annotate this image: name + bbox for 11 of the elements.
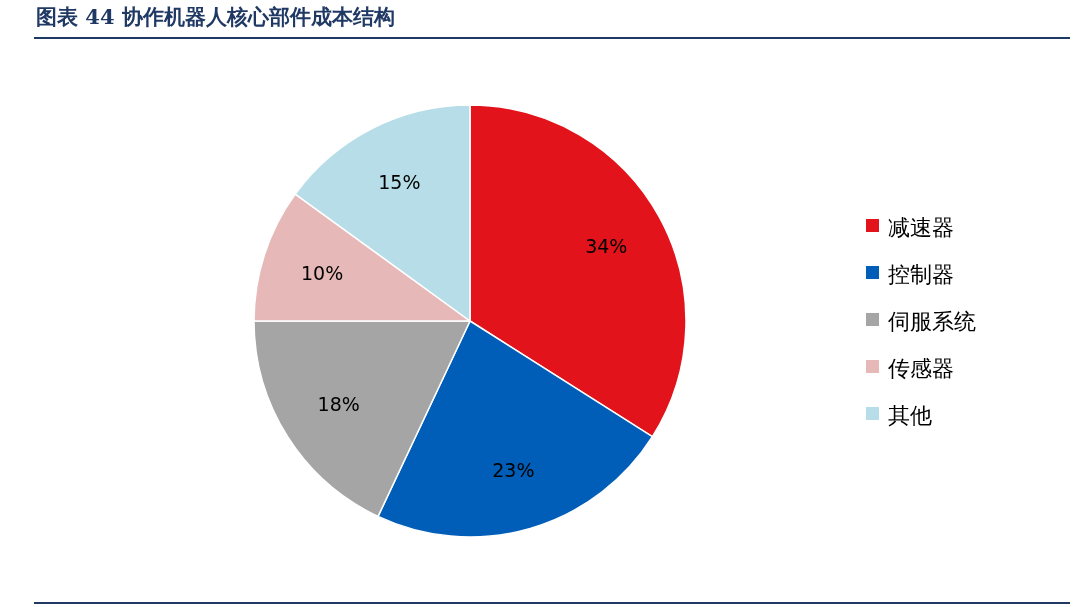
legend-label: 控制器 <box>888 262 954 287</box>
legend-label: 其他 <box>888 403 932 428</box>
data-label: 10% <box>300 261 344 284</box>
data-label: 34% <box>585 235 628 258</box>
data-label: 15% <box>378 171 421 194</box>
legend-label: 传感器 <box>888 356 954 381</box>
legend-label: 减速器 <box>888 215 954 240</box>
data-label: 23% <box>492 459 535 482</box>
chart-title: 图表 44 协作机器人核心部件成本结构 <box>36 4 395 29</box>
legend-label: 伺服系统 <box>888 309 976 334</box>
data-label: 18% <box>317 393 360 416</box>
